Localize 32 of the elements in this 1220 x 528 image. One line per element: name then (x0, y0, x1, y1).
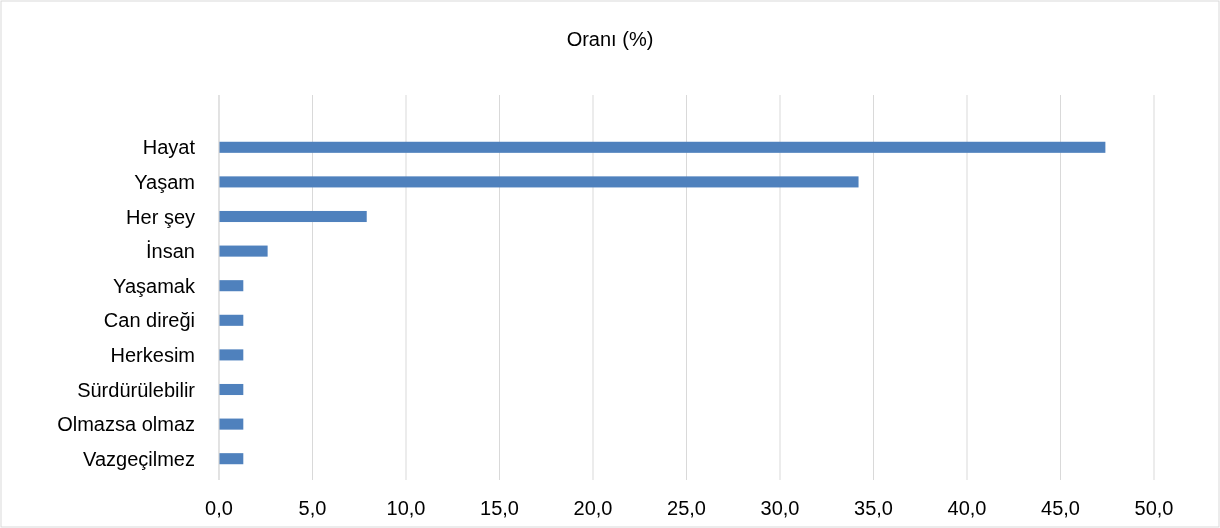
x-tick-label: 50,0 (1134, 497, 1174, 519)
x-tick-label: 30,0 (760, 497, 800, 519)
x-tick-label: 0,0 (205, 497, 233, 519)
x-tick-label: 20,0 (573, 497, 613, 519)
y-tick-label: Hayat (142, 136, 196, 159)
x-tick-label: 15,0 (480, 497, 519, 519)
x-tick-label: 25,0 (667, 497, 706, 519)
x-tick-label: 5,0 (298, 497, 327, 519)
y-tick-label: Herkesim (110, 343, 195, 366)
bar (219, 314, 244, 326)
x-tick-label: 45,0 (1041, 497, 1080, 519)
x-tick-label: 10,0 (386, 497, 426, 519)
bar (219, 280, 244, 292)
y-tick-label: Olmazsa olmaz (57, 413, 195, 436)
chart-title: Oranı (%) (566, 28, 654, 50)
bar (219, 383, 244, 396)
bar (219, 245, 268, 257)
y-tick-label: Can direği (103, 309, 195, 332)
bar (219, 453, 244, 465)
y-tick-label: Sürdürülebilir (77, 378, 196, 401)
y-tick-label: Yaşamak (113, 274, 196, 297)
x-tick-label: 35,0 (854, 497, 893, 519)
bar (219, 349, 244, 361)
bar (219, 418, 244, 430)
y-tick-label: Yaşam (134, 170, 195, 193)
y-tick-label: Vazgeçilmez (83, 447, 195, 470)
bar (219, 141, 1106, 153)
y-tick-label: Her şey (126, 205, 195, 228)
x-tick-label: 40,0 (947, 497, 987, 519)
bar (219, 176, 859, 188)
bar (219, 210, 367, 223)
y-tick-label: İnsan (146, 240, 195, 263)
